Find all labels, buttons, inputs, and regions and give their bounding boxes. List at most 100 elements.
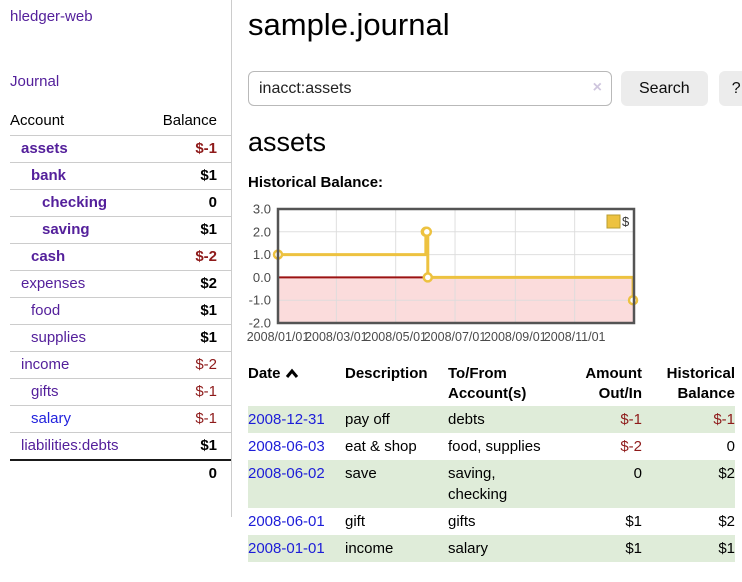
- help-button[interactable]: ?: [718, 71, 742, 106]
- transaction-accounts: gifts: [448, 513, 476, 530]
- account-link[interactable]: assets: [21, 140, 68, 157]
- historical-balance-chart: $3.0 2.0 1.0 0.0 -1.0 -2.02008/01/012008/03/0…: [247, 202, 639, 344]
- transaction-amount: $-2: [620, 438, 642, 455]
- transaction-accounts: food, supplies: [448, 438, 541, 455]
- transaction-amount: $1: [625, 540, 642, 557]
- search-input-wrap: ×: [248, 71, 612, 106]
- account-balance: $1: [200, 329, 217, 346]
- account-balance: $1: [200, 437, 217, 454]
- account-row: supplies $1: [10, 324, 231, 352]
- account-link[interactable]: saving: [42, 221, 90, 238]
- transaction-amount: $-1: [620, 411, 642, 428]
- account-link[interactable]: food: [31, 302, 61, 319]
- svg-text:$: $: [622, 214, 630, 229]
- page-title: sample.journal: [248, 7, 450, 42]
- account-row: checking 0: [10, 189, 231, 217]
- transaction-date-link[interactable]: 2008-06-01: [248, 513, 325, 530]
- account-link[interactable]: cash: [31, 248, 66, 265]
- register-table: Date Description To/From Account(s) Amou…: [248, 362, 735, 562]
- account-balance: $-2: [195, 248, 217, 265]
- search-input[interactable]: [248, 71, 612, 106]
- account-link[interactable]: supplies: [31, 329, 87, 346]
- account-balance: $-1: [195, 140, 217, 157]
- svg-text:2008/09/01: 2008/09/01: [484, 330, 547, 344]
- amount-column-header: Amount Out/In: [585, 365, 642, 402]
- description-column-header: Description: [345, 365, 428, 382]
- account-balance: $1: [200, 167, 217, 184]
- account-balance: $-2: [195, 356, 217, 373]
- account-heading: assets: [248, 127, 327, 157]
- transaction-balance: 0: [726, 438, 735, 455]
- transaction-balance: $-1: [713, 411, 735, 428]
- account-link[interactable]: liabilities:debts: [21, 437, 119, 454]
- account-balance: 0: [208, 194, 217, 211]
- brand-link[interactable]: hledger-web: [10, 8, 93, 25]
- search-form: × Search ?: [248, 71, 742, 106]
- transaction-accounts: saving, checking: [448, 465, 508, 503]
- account-link[interactable]: gifts: [31, 383, 59, 400]
- accounts-header-row: Account Balance: [10, 108, 231, 136]
- date-column-header[interactable]: Date: [248, 362, 345, 406]
- transaction-row: 2008-01-01 income salary $1 $1: [248, 535, 735, 562]
- svg-text:-2.0: -2.0: [249, 316, 271, 331]
- account-link[interactable]: checking: [42, 194, 108, 211]
- sidebar-nav: Journal: [10, 73, 231, 91]
- svg-text:1.0: 1.0: [253, 247, 271, 262]
- transaction-row: 2008-12-31 pay off debts $-1 $-1: [248, 406, 735, 433]
- transaction-row: 2008-06-03 eat & shop food, supplies $-2…: [248, 433, 735, 460]
- account-row: bank $1: [10, 162, 231, 190]
- account-column-header: Account: [10, 112, 65, 129]
- transaction-balance: $2: [718, 465, 735, 482]
- accounts-total-balance: 0: [208, 465, 217, 482]
- svg-text:2008/01/01: 2008/01/01: [247, 330, 310, 344]
- svg-text:0.0: 0.0: [253, 270, 271, 285]
- clear-search-icon[interactable]: ×: [592, 79, 602, 96]
- journal-link[interactable]: Journal: [10, 73, 60, 90]
- account-row: food $1: [10, 297, 231, 325]
- svg-text:2.0: 2.0: [253, 224, 271, 239]
- account-balance: $-1: [195, 383, 217, 400]
- balance-column-header-main: Historical Balance: [666, 365, 735, 402]
- svg-text:-1.0: -1.0: [249, 293, 271, 308]
- transaction-balance: $2: [718, 513, 735, 530]
- accounts-table: Account Balance assets $-1 bank $1 check…: [10, 108, 231, 487]
- register-header-row: Date Description To/From Account(s) Amou…: [248, 362, 735, 406]
- svg-text:2008/07/01: 2008/07/01: [424, 330, 487, 344]
- account-balance: $2: [200, 275, 217, 292]
- search-button[interactable]: Search: [621, 71, 708, 106]
- transaction-amount: $1: [625, 513, 642, 530]
- account-link[interactable]: expenses: [21, 275, 86, 292]
- account-row: gifts $-1: [10, 378, 231, 406]
- sort-ascending-icon: [285, 365, 299, 385]
- transaction-description: pay off: [345, 411, 390, 428]
- transaction-date-link[interactable]: 2008-06-02: [248, 465, 325, 482]
- transaction-description: income: [345, 540, 394, 557]
- accounts-total-row: 0: [10, 460, 231, 487]
- accounts-column-header: To/From Account(s): [448, 365, 527, 402]
- transaction-amount: 0: [633, 465, 642, 482]
- transaction-date-link[interactable]: 2008-01-01: [248, 540, 325, 557]
- transaction-row: 2008-06-01 gift gifts $1 $2: [248, 508, 735, 535]
- account-row: liabilities:debts $1: [10, 432, 231, 461]
- svg-text:2008/03/01: 2008/03/01: [305, 330, 368, 344]
- transaction-accounts: debts: [448, 411, 485, 428]
- account-row: cash $-2: [10, 243, 231, 271]
- transaction-description: save: [345, 465, 377, 482]
- svg-text:3.0: 3.0: [253, 202, 271, 217]
- transaction-date-link[interactable]: 2008-06-03: [248, 438, 325, 455]
- account-row: income $-2: [10, 351, 231, 379]
- transaction-date-link[interactable]: 2008-12-31: [248, 411, 325, 428]
- chart-title: Historical Balance:: [248, 174, 384, 191]
- account-balance: $-1: [195, 410, 217, 427]
- account-row: salary $-1: [10, 405, 231, 433]
- account-balance: $1: [200, 221, 217, 238]
- account-link[interactable]: salary: [31, 410, 72, 427]
- account-link[interactable]: bank: [31, 167, 67, 184]
- svg-text:2008/11/01: 2008/11/01: [544, 330, 606, 344]
- balance-column-header: Balance: [162, 112, 217, 129]
- transaction-description: eat & shop: [345, 438, 417, 455]
- sidebar: hledger-web Journal Account Balance asse…: [0, 0, 232, 517]
- account-link[interactable]: income: [21, 356, 70, 373]
- transaction-row: 2008-06-02 save saving, checking 0 $2: [248, 460, 735, 508]
